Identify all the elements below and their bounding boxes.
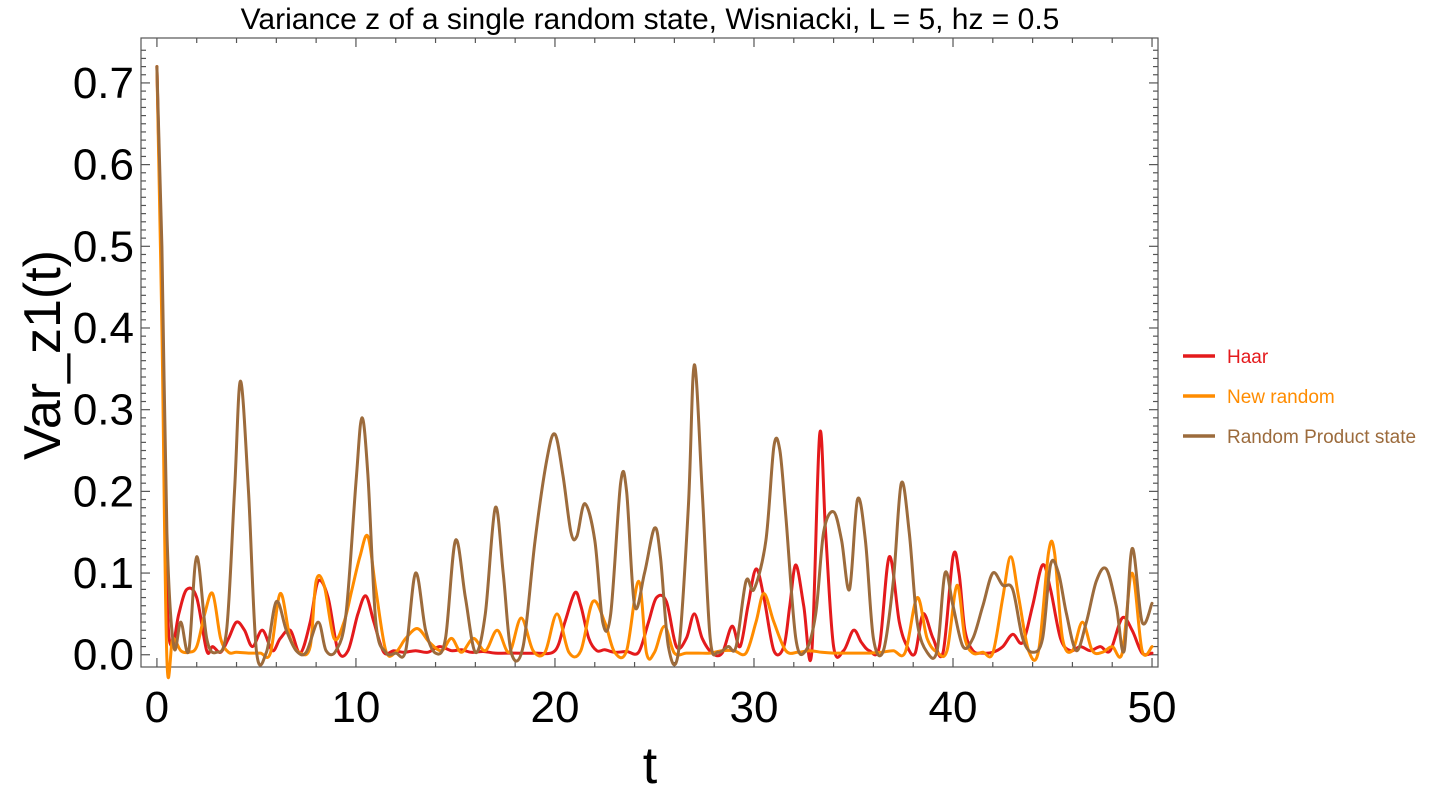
x-tick-label: 10 [331,683,380,732]
y-tick-label: 0.3 [73,386,134,435]
y-tick-label: 0.0 [73,631,134,680]
chart-title: Variance z of a single random state, Wis… [241,3,1060,36]
x-axis-label: t [643,737,658,795]
legend: Haar New random Random Product state [1183,347,1416,448]
y-tick-label: 0.4 [73,304,134,353]
legend-label-random-product-state: Random Product state [1227,427,1416,448]
x-tick-label: 40 [929,683,978,732]
y-tick-label: 0.6 [73,141,134,190]
series-layer [155,65,1154,680]
x-tick-label: 0 [145,683,169,732]
x-tick-label: 50 [1128,683,1177,732]
x-tick-label: 30 [730,683,779,732]
legend-label-new-random: New random [1227,387,1335,408]
series-line-haar [155,65,1154,663]
y-tick-label: 0.1 [73,549,134,598]
series-line-random-product-state [155,65,1154,667]
y-tick-label: 0.7 [73,59,134,108]
x-tick-label: 20 [530,683,579,732]
y-axis-ticks: 0.0 0.1 0.2 0.3 0.4 0.5 0.6 0.7 [73,49,1158,680]
y-axis-label: Var_z1(t) [14,250,72,460]
y-tick-label: 0.2 [73,467,134,516]
legend-label-haar: Haar [1227,347,1269,368]
y-tick-label: 0.5 [73,222,134,271]
x-axis-ticks: 0 10 20 30 40 50 [145,38,1177,732]
